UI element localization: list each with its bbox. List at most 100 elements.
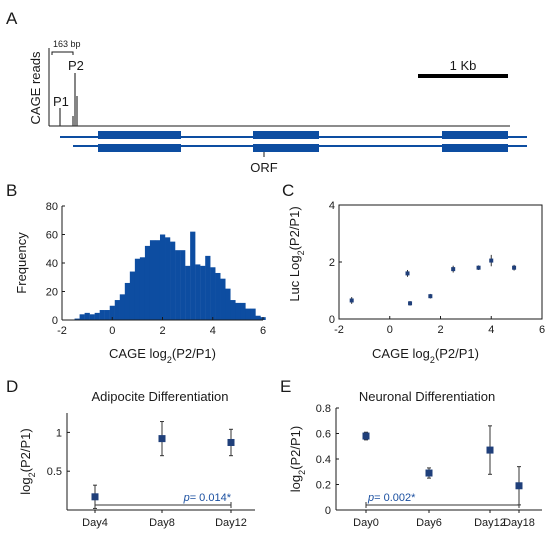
histogram-bar (210, 267, 216, 320)
data-point (515, 482, 523, 490)
exon-1b (98, 144, 181, 152)
x-tick-label: Day4 (82, 517, 108, 529)
histogram-bar (230, 300, 236, 320)
x-tick-label: 0 (387, 324, 393, 336)
histogram-bar (129, 271, 136, 320)
histogram-bar (250, 308, 256, 320)
x-tick-label: Day8 (149, 517, 175, 529)
x-tick-label: 0 (109, 325, 115, 337)
x-tick-label: 4 (210, 325, 216, 337)
x-tick-label: 4 (488, 324, 494, 336)
plot-frame (338, 204, 543, 320)
x-tick-label: 6 (260, 325, 266, 337)
histogram-bar (200, 265, 206, 320)
histogram-bar (114, 300, 120, 320)
panel-a: A CAGE reads 163 bp P1 P2 1 Kb (6, 9, 527, 175)
y-tick-label: 60 (46, 230, 58, 242)
y-tick-label: 40 (46, 258, 58, 270)
chart-title: Adipocite Differentiation (91, 389, 228, 404)
data-point (486, 446, 494, 454)
cage-reads-axis-label: CAGE reads (28, 51, 43, 124)
panel-letter-d: D (6, 377, 18, 396)
histogram-bar (124, 282, 131, 320)
histogram-bar (235, 302, 241, 320)
histogram-bar (134, 258, 141, 320)
panel-d: D Adipocite Differentiation 0.5 1 Day4 Day8 D… (6, 377, 255, 529)
data-point (408, 301, 413, 306)
histogram-bar (195, 264, 201, 320)
panel-letter-a: A (6, 9, 18, 28)
data-point (512, 265, 517, 270)
x-tick-label: -2 (57, 325, 67, 337)
panel-letter-e: E (280, 377, 291, 396)
x-axis-label: CAGE log2(P2/P1) (372, 346, 479, 365)
pvalue-label: p= 0.014* (183, 492, 232, 504)
y-tick-label: 20 (46, 287, 58, 299)
data-point (451, 267, 456, 272)
exon-3 (442, 131, 508, 139)
data-point (405, 271, 410, 276)
histogram-bar (144, 245, 151, 320)
transcript-models (60, 131, 527, 152)
y-tick-label: 0.6 (316, 429, 331, 441)
orf-label: ORF (250, 160, 278, 175)
data-point (227, 438, 235, 446)
x-tick-label: 6 (539, 324, 545, 336)
y-tick-label: 0.2 (316, 480, 331, 492)
x-tick-label: 2 (437, 324, 443, 336)
exon-3b (442, 144, 508, 152)
histogram-bar (109, 305, 115, 320)
histogram-bar (99, 310, 105, 320)
histogram-bar (84, 312, 90, 320)
data-point (425, 469, 433, 477)
histogram-bar (104, 310, 110, 320)
data-point (428, 294, 433, 299)
y-tick-label: 0 (52, 315, 58, 327)
histogram-bar (154, 240, 161, 320)
x-axis-label: CAGE log2(P2/P1) (109, 346, 216, 365)
histogram-bar (225, 288, 231, 320)
cage-peaks (59, 73, 78, 126)
x-tick-label: Day12 (215, 517, 247, 529)
bp-bracket (51, 51, 74, 55)
y-tick-label: 0.4 (316, 454, 331, 466)
histogram-bar (165, 237, 171, 320)
y-tick-label: 2 (329, 257, 335, 269)
y-axis-label: Frequency (14, 232, 29, 294)
x-tick-label: Day6 (416, 517, 442, 529)
y-tick-label: 0 (325, 505, 331, 517)
data-point (91, 493, 99, 501)
data-point (362, 432, 370, 440)
x-tick-label: Day18 (503, 517, 535, 529)
y-tick-label: 0.5 (47, 466, 62, 478)
y-axis-label: log2(P2/P1) (18, 428, 37, 494)
adipocyte-differentiation-chart: Adipocite Differentiation 0.5 1 Day4 Day8 Day… (18, 389, 255, 529)
histogram-bar (245, 308, 251, 320)
histogram-bar (220, 278, 226, 320)
data-point (489, 258, 494, 263)
y-tick-label: 0 (329, 314, 335, 326)
y-tick-label: 4 (329, 200, 335, 212)
histogram-bar (149, 240, 156, 320)
histogram-bar (94, 312, 100, 320)
peak-label-p1: P1 (53, 94, 69, 109)
histogram-bar (139, 257, 146, 320)
panel-e: E Neuronal Differentiation 0 0.2 0.4 0.6 0.8 D… (280, 377, 542, 529)
histogram-bar (175, 250, 181, 320)
exon-2 (253, 131, 319, 139)
histogram-bar (119, 294, 126, 320)
x-tick-label: 2 (159, 325, 165, 337)
histogram-bar (159, 234, 166, 320)
exon-2b (253, 144, 319, 152)
peak-label-p2: P2 (68, 58, 84, 73)
histogram-bar (255, 315, 261, 320)
histogram-bar (215, 272, 221, 320)
scale-bar-label: 1 Kb (450, 58, 477, 73)
exon-1 (98, 131, 181, 139)
panel-letter-b: B (6, 181, 17, 200)
x-tick-label: Day0 (353, 517, 379, 529)
